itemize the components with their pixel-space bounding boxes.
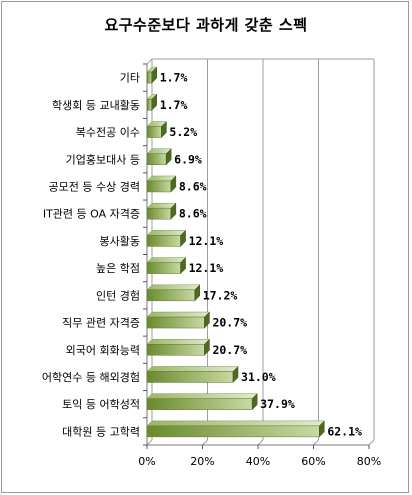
gridline-floor [313, 439, 319, 446]
bar [146, 180, 172, 193]
bar-side [180, 229, 186, 247]
gridline-floor [368, 439, 375, 446]
bar [146, 99, 152, 111]
bar-top [146, 284, 201, 291]
value-label: 37.9% [260, 397, 295, 411]
bar-top [146, 420, 325, 427]
category-label: 대학원 등 고학력 [62, 425, 140, 438]
bar-top [146, 393, 258, 399]
x-tick-label: 80% [357, 455, 381, 468]
x-tick-label: 0% [138, 455, 155, 468]
value-label: 20.7% [212, 316, 247, 330]
category-label: 복수전공 이수 [76, 126, 140, 139]
value-label: 12.1% [189, 261, 224, 275]
bar-side [194, 284, 200, 302]
bar [146, 126, 162, 138]
value-label: 1.7% [160, 71, 188, 85]
value-label: 6.9% [174, 152, 202, 166]
bar [146, 344, 205, 356]
bar-side [319, 420, 325, 438]
value-label: 8.6% [179, 207, 207, 221]
value-label: 1.7% [160, 98, 188, 112]
category-label: 외국어 회화능력 [66, 344, 140, 357]
wall-edge [146, 58, 153, 65]
chart-title: 요구수준보다 과하게 갖춘 스펙 [104, 16, 308, 34]
value-label: 12.1% [189, 234, 224, 248]
category-label: 기업홍보대사 등 [66, 152, 140, 166]
bar [146, 398, 253, 410]
bar-top [146, 311, 211, 318]
bar-side [170, 175, 177, 193]
bar-top [146, 257, 187, 263]
bar [146, 371, 234, 383]
grid-layer [143, 58, 375, 449]
category-label: 인턴 경험 [96, 289, 140, 302]
gridline-floor [146, 439, 153, 446]
bar-top [146, 230, 187, 236]
value-label: 8.6% [179, 179, 207, 193]
value-label: 31.0% [241, 370, 276, 384]
bar-side [161, 120, 167, 139]
bar-side [151, 93, 157, 111]
x-tick-label: 60% [301, 455, 325, 468]
bar-top [146, 366, 239, 372]
bar-side [204, 338, 210, 356]
category-label: IT관련 등 OA 자격증 [43, 208, 140, 221]
value-label: 62.1% [327, 424, 362, 438]
category-label: 학생회 등 교내활동 [52, 98, 140, 112]
bar [146, 153, 167, 165]
bar-side [180, 257, 186, 275]
category-label: 봉사활동 [100, 234, 140, 248]
gridline-floor [202, 439, 208, 446]
bar-side [165, 148, 172, 166]
gridline-floor [257, 439, 264, 446]
bar [146, 71, 152, 84]
bar-side [204, 311, 210, 329]
labels-layer: 0% 20% 40% 60% 80% 기타 1.7% 학생회 등 교내활동 1.7% 복수전공 이… [42, 71, 381, 468]
bar [146, 425, 320, 438]
bar [146, 289, 195, 302]
category-label: 직무 관련 자격증 [62, 317, 140, 330]
bars-layer [146, 66, 325, 438]
bar [146, 207, 172, 220]
bar-top [146, 339, 211, 345]
value-label: 17.2% [203, 288, 238, 302]
category-label: 어학연수 등 해외경험 [42, 370, 140, 384]
category-label: 기타 [120, 72, 140, 85]
bar-side [151, 66, 157, 84]
bar-side [232, 365, 239, 384]
bar-side [170, 202, 177, 220]
bar-side [251, 393, 258, 411]
value-label: 5.2% [169, 125, 197, 139]
category-label: 토익 등 어학성적 [62, 398, 140, 411]
bar [146, 235, 181, 247]
category-label: 공모전 등 수상 경력 [49, 180, 140, 193]
value-label: 20.7% [212, 343, 247, 357]
bar [146, 262, 181, 274]
x-tick-label: 40% [246, 455, 270, 468]
bar [146, 316, 205, 329]
category-label: 높은 학점 [96, 262, 140, 275]
x-tick-label: 20% [190, 455, 214, 468]
